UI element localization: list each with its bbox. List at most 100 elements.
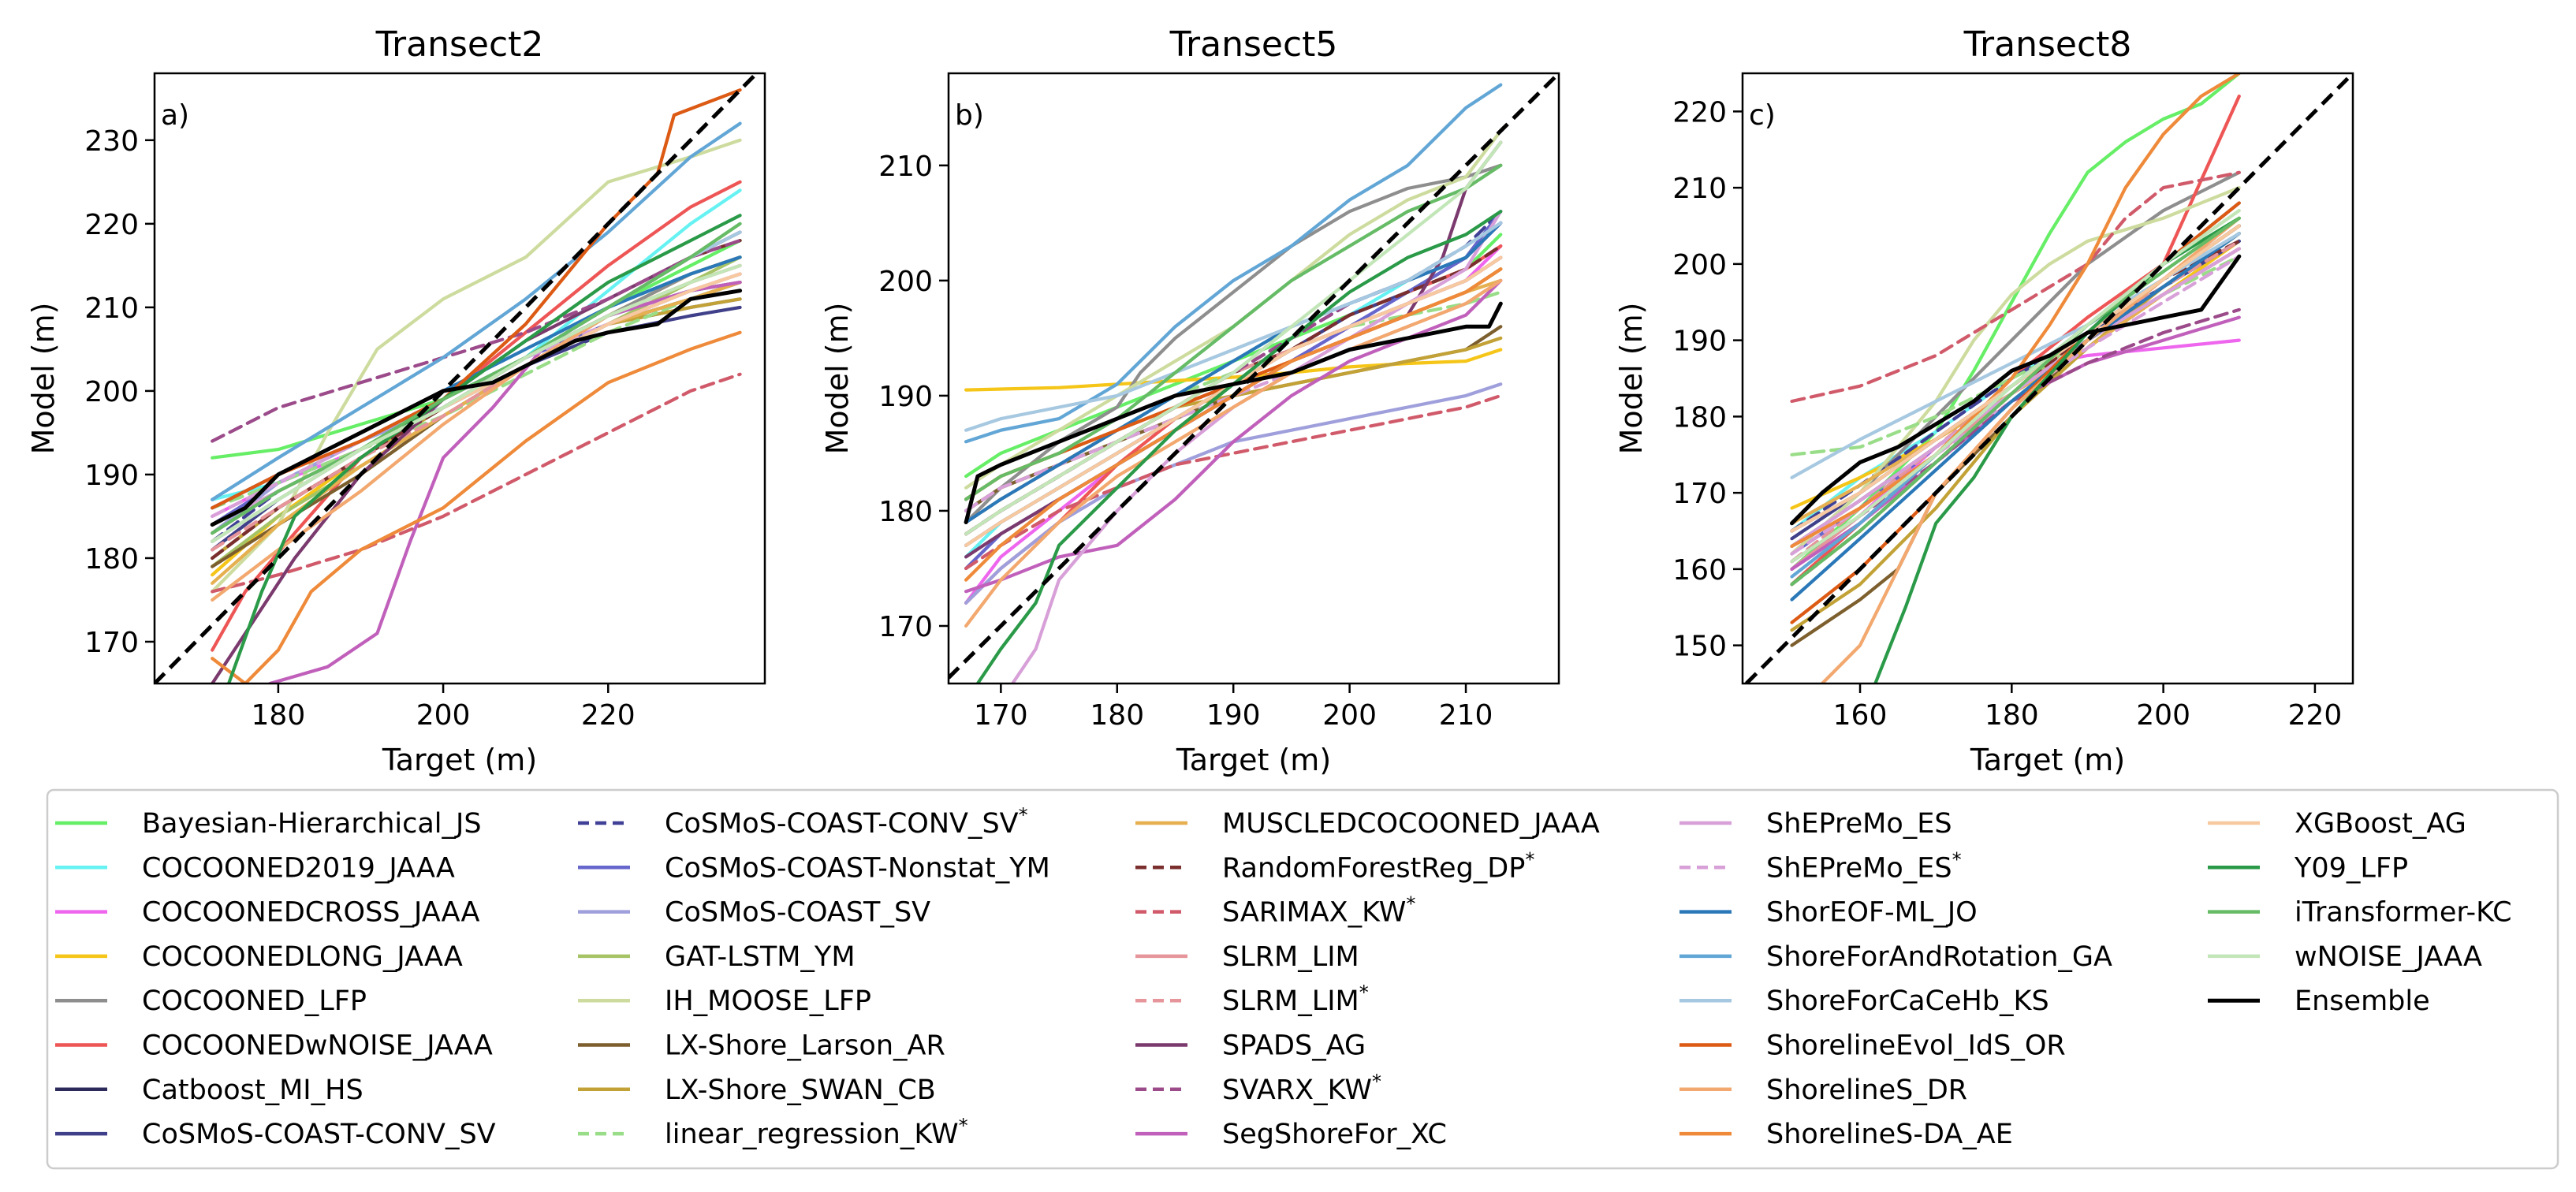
series-line-slrm-lim [211, 272, 742, 552]
legend-label: RandomForestReg_DP* [1222, 848, 1534, 884]
legend-label: wNOISE_JAAA [2295, 941, 2482, 973]
series-line-itransformer-kc [211, 222, 742, 535]
series-line-cocooned-lfp [1790, 170, 2241, 556]
legend-label: COCOONED2019_JAAA [142, 852, 455, 884]
legend-item-randomforestreg-dp-star: RandomForestReg_DP* [1135, 848, 1534, 884]
panel-transect5: 170 180 190 200 210 170 180 190 200 210 Transect5 T… [820, 24, 1560, 777]
x-tick-label: 170 [974, 699, 1028, 732]
legend-label-superscript: * [959, 1115, 968, 1137]
panel-title: Transect2 [375, 24, 544, 65]
series-line-shoreforandrotation-ga [964, 83, 1503, 444]
legend-label: iTransformer-KC [2295, 897, 2512, 929]
x-axis-label: Target (m) [1176, 743, 1331, 777]
legend-item-shorelines-da-ae: ShorelineS-DA_AE [1679, 1119, 2013, 1150]
legend-item-slrm-lim-star: SLRM_LIM* [1135, 982, 1369, 1017]
legend-label: Bayesian-Hierarchical_JS [142, 808, 482, 840]
series-line-shorelines-dr [211, 263, 742, 602]
legend-label: MUSCLEDCOCOONED_JAAA [1222, 808, 1600, 840]
legend-label: COCOONEDLONG_JAAA [142, 941, 463, 973]
legend-label: SARIMAX_KW* [1222, 893, 1415, 929]
legend-item-cocoonedcross-jaaa: COCOONEDCROSS_JAAA [55, 897, 480, 929]
legend-label-superscript: * [1952, 848, 1962, 870]
y-tick-label: 150 [1672, 631, 1727, 663]
y-tick-label: 220 [84, 209, 139, 241]
legend-item-cocooned2019-jaaa: COCOONED2019_JAAA [55, 852, 455, 884]
series-line-y09-lfp [975, 210, 1503, 684]
legend-item-cosmos-coast-nonstat-ym: CoSMoS-COAST-Nonstat_YM [578, 852, 1050, 884]
legend-item-gat-lstm-ym: GAT-LSTM_YM [578, 941, 856, 973]
x-tick-label: 200 [416, 699, 471, 732]
y-tick-label: 220 [1672, 96, 1727, 129]
legend-label: CoSMoS-COAST-CONV_SV [142, 1119, 496, 1150]
legend-label: ShorelineEvol_IdS_OR [1766, 1030, 2066, 1062]
legend-label: SPADS_AG [1222, 1030, 1366, 1062]
y-tick-label: 200 [84, 376, 139, 408]
legend-label: CoSMoS-COAST-Nonstat_YM [665, 852, 1050, 884]
legend-item-sarimax-kw-star: SARIMAX_KW* [1135, 893, 1415, 929]
legend-label-superscript: * [1359, 982, 1369, 1004]
series-line-cosmos-coast-conv-sv [211, 289, 742, 543]
series-line-shoreforcacehb-ks [964, 221, 1503, 432]
y-tick-label: 210 [878, 151, 933, 183]
series-line-cosmos-coast-nonstat-ym [964, 210, 1503, 571]
y-tick-label: 180 [1672, 401, 1727, 434]
legend-label: ShEPreMo_ES* [1766, 848, 1962, 884]
legend-item-itransformer-kc: iTransformer-KC [2208, 897, 2512, 929]
legend-label: IH_MOOSE_LFP [665, 985, 871, 1017]
series-line-segshorefor-xc [268, 281, 742, 684]
y-tick-label: 190 [84, 460, 139, 492]
series-line-linear-regression-kw [1790, 255, 2241, 456]
legend-label: ShEPreMo_ES [1766, 808, 1952, 840]
legend-label: ShoreForCaCeHb_KS [1766, 985, 2049, 1017]
legend-item-catboost-mi-hs: Catboost_MI_HS [55, 1075, 363, 1106]
legend-label: LX-Shore_Larson_AR [665, 1030, 945, 1062]
series-line-cocooned2019-jaaa [211, 188, 742, 501]
y-tick-label: 190 [1672, 326, 1727, 358]
x-tick-label: 200 [2136, 699, 2190, 732]
series-line-shorelines-da-ae [1790, 73, 2241, 549]
legend-label: COCOONEDCROSS_JAAA [142, 897, 480, 929]
y-tick-label: 230 [84, 125, 139, 158]
series-line-ensemble [964, 301, 1503, 524]
legend-item-cocoonedwnoise-jaaa: COCOONEDwNOISE_JAAA [55, 1030, 493, 1062]
series-line-shoreof-ml-jo [964, 221, 1503, 524]
legend-item-cocoonedlong-jaaa: COCOONEDLONG_JAAA [55, 941, 463, 973]
x-tick-label: 180 [252, 699, 306, 732]
x-tick-label: 200 [1322, 699, 1377, 732]
y-tick-label: 170 [1672, 478, 1727, 510]
y-axis-label: Model (m) [820, 303, 855, 455]
legend-item-cocooned-lfp: COCOONED_LFP [55, 985, 367, 1017]
series-line-sarimax-kw [211, 372, 742, 594]
legend-item-cosmos-coast-conv-sv-star: CoSMoS-COAST-CONV_SV* [578, 804, 1028, 840]
legend: Bayesian-Hierarchical_JS COCOONED2019_JAA… [46, 788, 2559, 1170]
series-line-ih-moose-lfp [1790, 186, 2241, 556]
x-axis-label: Target (m) [1970, 743, 2125, 777]
identity-line [155, 73, 759, 684]
x-tick-label: 210 [1439, 699, 1493, 732]
legend-label: ShorelineS_DR [1766, 1075, 1967, 1106]
series-line-cocooned-lfp [964, 163, 1503, 524]
legend-item-shorelineevol-ids-or: ShorelineEvol_IdS_OR [1679, 1030, 2066, 1062]
series-line-itransformer-kc [1790, 216, 2241, 587]
panel-title: Transect8 [1963, 24, 2132, 65]
legend-label: SegShoreFor_XC [1222, 1119, 1447, 1150]
legend-item-shoreforcacehb-ks: ShoreForCaCeHb_KS [1679, 985, 2049, 1017]
legend-label-superscript: * [1525, 848, 1534, 870]
series-line-shorelineevol-ids-or [211, 88, 742, 510]
legend-label: CoSMoS-COAST_SV [665, 897, 930, 929]
y-tick-label: 180 [878, 496, 933, 528]
x-axis-label: Target (m) [382, 743, 537, 777]
y-tick-label: 170 [84, 627, 139, 659]
series-line-xgboost-ag [964, 255, 1503, 547]
legend-label: GAT-LSTM_YM [665, 941, 856, 973]
legend-label: XGBoost_AG [2295, 808, 2466, 840]
y-tick-label: 200 [1672, 249, 1727, 281]
series-line-ih-moose-lfp [211, 138, 742, 594]
legend-label: ShorelineS-DA_AE [1766, 1119, 2013, 1150]
legend-item-cosmos-coast-sv: CoSMoS-COAST_SV [578, 897, 930, 929]
legend-item-y09-lfp: Y09_LFP [2208, 852, 2408, 884]
x-tick-label: 220 [2288, 699, 2343, 732]
legend-label: CoSMoS-COAST-CONV_SV* [665, 804, 1028, 840]
series-line-svarx-kw [211, 239, 742, 443]
legend-item-spads-ag: SPADS_AG [1135, 1030, 1366, 1062]
